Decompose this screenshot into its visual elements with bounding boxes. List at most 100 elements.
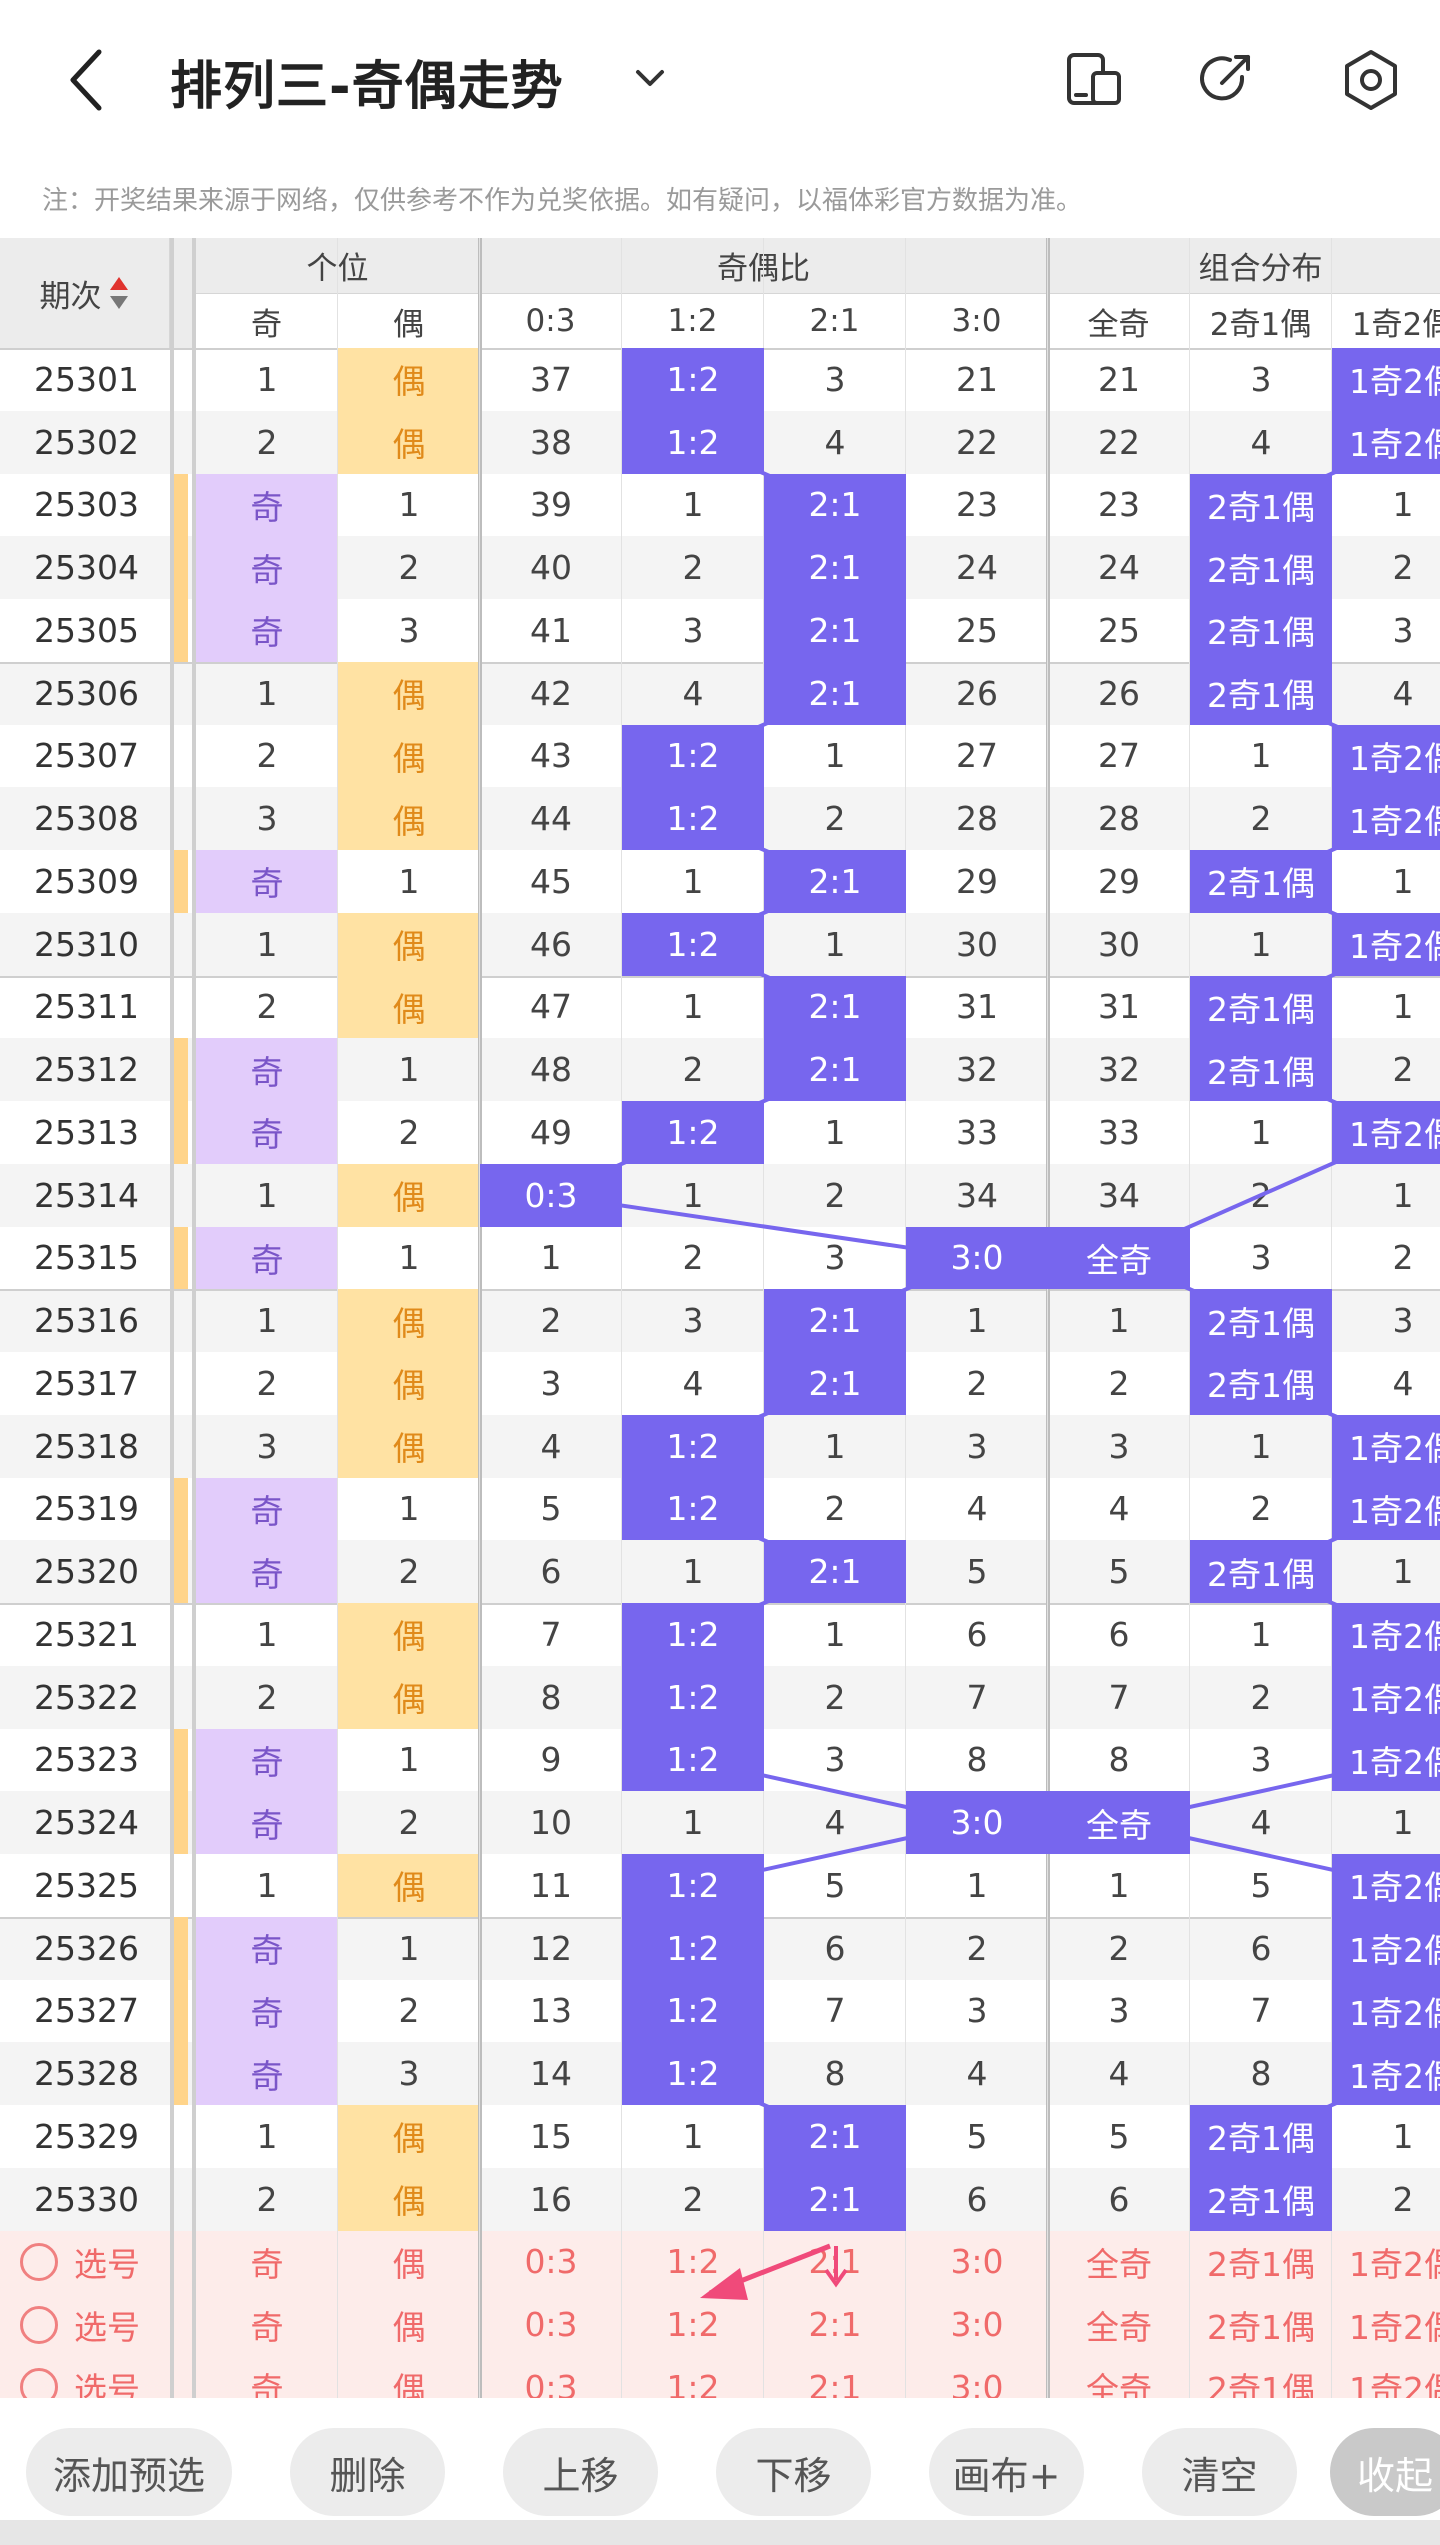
table-cell: 1:2 <box>622 1979 764 2043</box>
share-button[interactable] <box>1192 45 1262 115</box>
period-cell: 25319 <box>34 1489 139 1529</box>
table-cell: 1 <box>256 673 278 713</box>
select-option[interactable]: 2:1 <box>808 2305 862 2345</box>
select-radio-icon[interactable] <box>20 2368 58 2398</box>
add-preselect-button[interactable]: 添加预选 <box>26 2428 232 2516</box>
column-header-8[interactable]: 1奇2偶 <box>1332 294 1440 348</box>
move-down-button[interactable]: 下移 <box>716 2428 871 2516</box>
settings-button[interactable] <box>1336 45 1406 115</box>
select-radio-icon[interactable] <box>20 2242 58 2281</box>
table-cell: 28 <box>1098 799 1140 839</box>
period-cell: 25323 <box>34 1740 139 1780</box>
table-cell: 34 <box>956 1175 998 1215</box>
table-cell: 2 <box>398 548 420 588</box>
table-cell: 29 <box>1098 861 1140 901</box>
table-cell: 34 <box>1098 1175 1140 1215</box>
select-option[interactable]: 2:1 <box>808 2367 862 2398</box>
select-option[interactable]: 1:2 <box>666 2367 720 2398</box>
table-cell: 奇 <box>196 1226 338 1290</box>
column-header-7[interactable]: 2奇1偶 <box>1190 294 1332 348</box>
table-cell: 4 <box>1108 1489 1130 1529</box>
select-option[interactable]: 偶 <box>392 2370 426 2398</box>
column-header-4[interactable]: 2:1 <box>764 294 906 348</box>
period-cell: 25301 <box>34 359 139 399</box>
row-marker <box>174 1979 188 2043</box>
column-header-3[interactable]: 1:2 <box>622 294 764 348</box>
table-cell: 1奇2偶 <box>1332 787 1440 850</box>
table-cell: 1 <box>966 1865 988 1905</box>
table-cell: 5 <box>1108 2116 1130 2156</box>
select-option[interactable]: 3:0 <box>950 2367 1004 2398</box>
select-option[interactable]: 2奇1偶 <box>1207 2370 1315 2398</box>
table-cell: 2奇1偶 <box>1190 2167 1332 2231</box>
column-divider <box>1046 238 1050 2398</box>
table-cell: 偶 <box>338 975 480 1039</box>
delete-button[interactable]: 删除 <box>290 2428 445 2516</box>
select-option[interactable]: 0:3 <box>524 2305 578 2345</box>
row-marker <box>174 1352 188 1415</box>
select-option[interactable]: 全奇 <box>1086 2307 1152 2347</box>
table-cell: 2 <box>1108 1363 1130 1403</box>
table-cell: 3 <box>1250 359 1272 399</box>
select-radio-icon[interactable] <box>20 2305 58 2344</box>
table-cell: 偶 <box>338 661 480 725</box>
table-cell: 1 <box>1250 1426 1272 1466</box>
page-title[interactable]: 排列三-奇偶走势 <box>170 57 564 117</box>
table-cell: 38 <box>530 422 572 462</box>
select-row-label[interactable]: 选号 <box>0 2231 170 2294</box>
select-option[interactable]: 偶 <box>392 2244 426 2284</box>
trend-table[interactable]: 期次 个位 奇偶比 组合分布奇偶 0:3 1:2 2:1 3:0 全奇 2奇1偶 1奇2偶 25301… <box>0 238 1440 2398</box>
table-cell: 2奇1偶 <box>1190 599 1332 662</box>
select-option[interactable]: 2:1 <box>808 2242 862 2282</box>
select-option[interactable]: 1奇2偶 <box>1349 2244 1440 2284</box>
column-header-1[interactable]: 偶 <box>338 294 480 348</box>
select-option[interactable]: 2奇1偶 <box>1207 2307 1315 2347</box>
sort-arrows-icon[interactable] <box>108 275 130 311</box>
column-header-0[interactable]: 奇 <box>196 294 338 348</box>
column-header-5[interactable]: 3:0 <box>906 294 1048 348</box>
select-option[interactable]: 3:0 <box>950 2242 1004 2282</box>
clear-button[interactable]: 清空 <box>1142 2428 1297 2516</box>
layout-button[interactable] <box>1060 45 1130 115</box>
table-cell: 43 <box>530 736 572 776</box>
select-option[interactable]: 1:2 <box>666 2305 720 2345</box>
select-option[interactable]: 1:2 <box>666 2242 720 2282</box>
table-cell: 2:1 <box>764 661 906 725</box>
column-header-2[interactable]: 0:3 <box>480 294 622 348</box>
select-option[interactable]: 2奇1偶 <box>1207 2244 1315 2284</box>
table-cell: 3 <box>1392 610 1414 650</box>
select-option[interactable]: 奇 <box>250 2244 284 2284</box>
back-button[interactable] <box>55 40 115 120</box>
table-cell: 2 <box>824 1175 846 1215</box>
select-row-label[interactable]: 选号 <box>0 2356 170 2398</box>
row-marker <box>174 787 188 850</box>
table-cell: 3 <box>1250 1238 1272 1278</box>
select-option[interactable]: 全奇 <box>1086 2370 1152 2398</box>
row-marker <box>174 473 188 537</box>
move-up-button[interactable]: 上移 <box>503 2428 658 2516</box>
title-dropdown[interactable] <box>630 58 670 98</box>
table-cell: 2 <box>398 1112 420 1152</box>
select-option[interactable]: 0:3 <box>524 2367 578 2398</box>
column-header-6[interactable]: 全奇 <box>1048 294 1190 348</box>
row-marker <box>174 1854 188 1917</box>
select-option[interactable]: 1奇2偶 <box>1349 2370 1440 2398</box>
period-header[interactable]: 期次 <box>0 238 170 348</box>
select-option[interactable]: 奇 <box>250 2370 284 2398</box>
select-row-label[interactable]: 选号 <box>0 2293 170 2356</box>
select-option[interactable]: 0:3 <box>524 2242 578 2282</box>
table-cell: 7 <box>540 1614 562 1654</box>
select-option[interactable]: 3:0 <box>950 2305 1004 2345</box>
table-cell: 1奇2偶 <box>1332 1603 1440 1666</box>
select-option[interactable]: 1奇2偶 <box>1349 2307 1440 2347</box>
table-cell: 奇 <box>196 1979 338 2043</box>
canvas-button[interactable]: 画布+ <box>929 2428 1084 2516</box>
select-option[interactable]: 偶 <box>392 2307 426 2347</box>
table-cell: 2 <box>1392 1050 1414 1090</box>
select-option[interactable]: 奇 <box>250 2307 284 2347</box>
table-cell: 1:2 <box>622 1665 764 1729</box>
table-cell: 11 <box>530 1865 572 1905</box>
select-row <box>0 2293 1440 2356</box>
collapse-button[interactable]: 收起 <box>1330 2428 1440 2516</box>
select-option[interactable]: 全奇 <box>1086 2244 1152 2284</box>
